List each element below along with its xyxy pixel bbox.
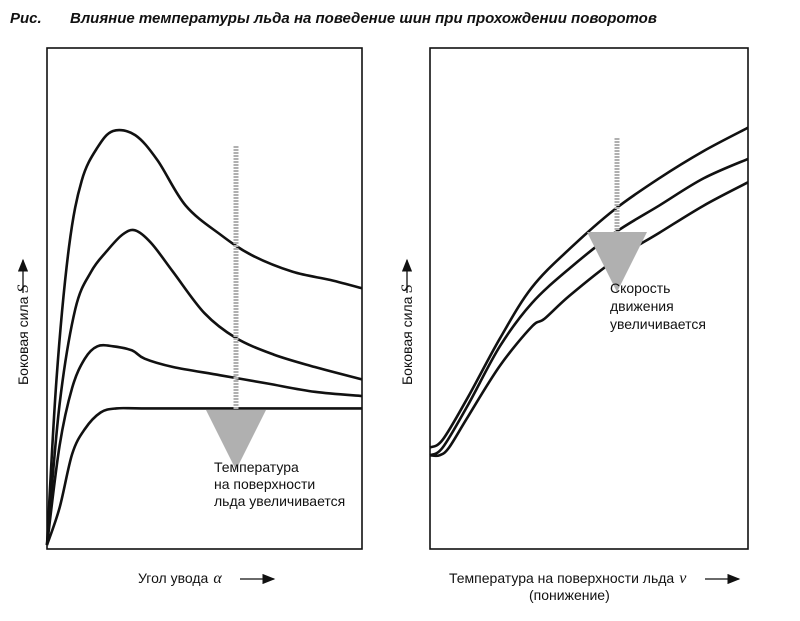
right-series-line-1 xyxy=(429,126,749,449)
right-series-line-3 xyxy=(429,181,749,458)
right-annotation-line-3: увеличивается xyxy=(610,316,706,332)
left-series-group xyxy=(45,128,363,546)
right-series-group xyxy=(429,126,749,458)
right-y-axis-label: Боковая силаS xyxy=(399,258,416,385)
right-series-line-2 xyxy=(429,157,749,457)
right-annotation-line-2: движения xyxy=(610,298,674,314)
right-plot-frame xyxy=(429,47,749,550)
left-y-axis-label: Боковая силаS xyxy=(15,258,32,385)
left-annotation-line-1: Температура xyxy=(214,459,299,475)
right-x-axis-symbol: ν xyxy=(679,570,687,587)
left-series-line-2 xyxy=(45,228,363,546)
svg-text:Боковая силаS: Боковая силаS xyxy=(15,285,32,385)
left-series-line-4 xyxy=(45,406,362,546)
left-series-line-1 xyxy=(45,128,363,546)
left-x-axis-symbol: α xyxy=(213,570,222,587)
left-chart: Температура на поверхности льда увеличив… xyxy=(15,47,363,587)
left-x-axis-text: Угол увода xyxy=(138,570,209,586)
right-x-axis-label: Температура на поверхности льда ν xyxy=(449,570,687,587)
right-y-axis-text: Боковая сила xyxy=(399,296,415,385)
left-y-axis-text: Боковая сила xyxy=(15,296,31,385)
right-annotation-line-1: Скорость xyxy=(610,280,670,296)
svg-text:Боковая силаS: Боковая силаS xyxy=(399,285,416,385)
figure-label: Рис. xyxy=(10,10,42,27)
figure-title: Влияние температуры льда на поведение ши… xyxy=(70,10,657,27)
left-plot-frame xyxy=(46,47,363,550)
left-x-axis-label: Угол увода α xyxy=(138,570,222,587)
right-chart: Скорость движения увеличивается Боковая … xyxy=(399,47,749,603)
left-series-line-3 xyxy=(45,343,363,546)
right-x-axis-note: (понижение) xyxy=(529,587,610,603)
left-annotation-line-3: льда увеличивается xyxy=(214,493,345,509)
left-annotation-line-2: на поверхности xyxy=(214,476,315,492)
right-x-axis-text: Температура на поверхности льда xyxy=(449,570,674,586)
